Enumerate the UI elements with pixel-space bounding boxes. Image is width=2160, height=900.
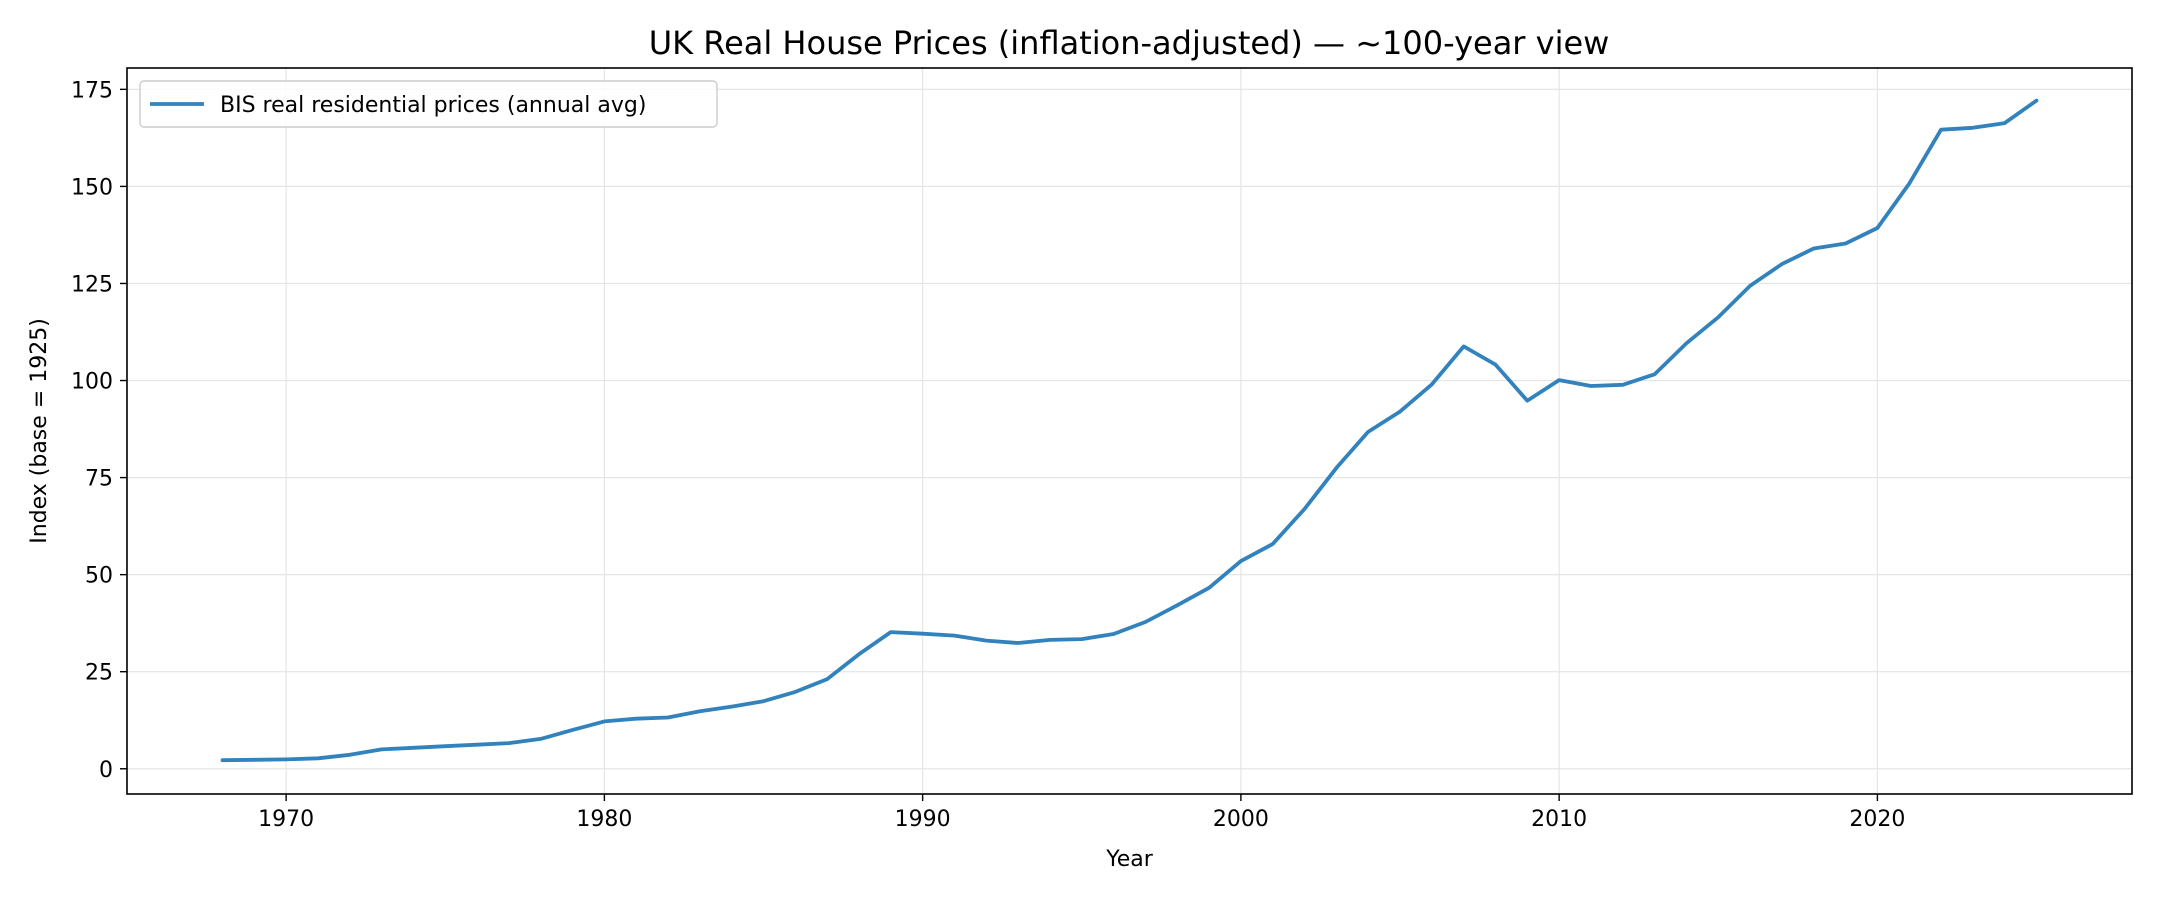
y-tick-label: 25 — [85, 661, 113, 686]
chart-title: UK Real House Prices (inflation-adjusted… — [649, 24, 1610, 62]
y-tick-label: 175 — [71, 78, 113, 103]
x-tick-label: 2000 — [1213, 807, 1269, 832]
x-tick-label: 1970 — [258, 807, 314, 832]
legend-label: BIS real residential prices (annual avg) — [220, 93, 646, 118]
legend: BIS real residential prices (annual avg) — [139, 80, 718, 128]
x-tick-label: 1990 — [895, 807, 951, 832]
x-tick-label: 1980 — [576, 807, 632, 832]
axes: 1970 1980 1990 2000 2010 2020 0 25 50 75 100 125 150… — [71, 78, 1905, 832]
plot-frame — [126, 67, 2133, 795]
x-axis-label: Year — [1105, 847, 1154, 872]
y-tick-label: 125 — [71, 272, 113, 297]
x-tick-label: 2010 — [1531, 807, 1587, 832]
x-tick-label: 2020 — [1849, 807, 1905, 832]
legend-box — [139, 80, 718, 128]
y-tick-label: 75 — [85, 467, 113, 492]
series-layer — [220, 98, 2039, 763]
y-axis-label: Index (base = 1925) — [27, 318, 52, 544]
y-tick-label: 150 — [71, 175, 113, 200]
y-tick-label: 0 — [99, 758, 113, 783]
y-tick-label: 50 — [85, 564, 113, 589]
y-tick-label: 100 — [71, 370, 113, 395]
series-line — [220, 98, 2039, 763]
